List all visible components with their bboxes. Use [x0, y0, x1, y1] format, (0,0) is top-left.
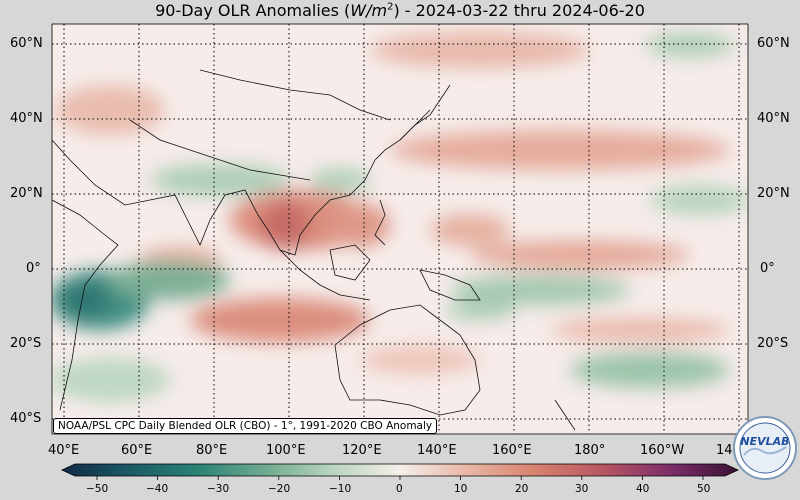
colorbar-tick-label: −50 [86, 483, 109, 495]
lat-label-left: 20°N [10, 186, 43, 201]
lat-label-right: 0° [760, 261, 775, 276]
lon-label: 40°E [48, 443, 80, 458]
plot-frame [51, 23, 749, 435]
nevlab-logo: NEVLAB [733, 416, 797, 480]
colorbar-tick-label: −20 [268, 483, 291, 495]
lon-label: 100°E [266, 443, 306, 458]
lon-label: 14 [716, 443, 733, 458]
lat-label-left: 20°S [10, 336, 42, 351]
colorbar-tick-label: 40 [636, 483, 650, 495]
lat-label-left: 0° [26, 261, 41, 276]
lat-label-right: 40°N [757, 111, 790, 126]
lon-label: 180° [574, 443, 606, 458]
lat-label-right: 20°S [757, 336, 789, 351]
colorbar-tick-label: −40 [146, 483, 169, 495]
colorbar [61, 463, 739, 480]
lon-label: 60°E [121, 443, 153, 458]
lat-label-left: 40°S [10, 411, 42, 426]
coastlines [52, 69, 576, 431]
colorbar-tick-label: 50 [697, 483, 711, 495]
lon-label: 160°W [640, 443, 685, 458]
lon-label: 80°E [196, 443, 228, 458]
lat-label-left: 40°N [10, 111, 43, 126]
colorbar-tick-label: 30 [575, 483, 589, 495]
colorbar-tick-label: 20 [515, 483, 529, 495]
logo-text: NEVLAB [740, 435, 789, 448]
colorbar-tick-label: −30 [207, 483, 230, 495]
map-title: 90-Day OLR Anomalies (W/m2) - 2024-03-22… [155, 1, 645, 20]
lon-label: 160°E [492, 443, 532, 458]
colorbar-tick-label: 0 [396, 483, 403, 495]
colorbar-tick-label: 10 [454, 483, 468, 495]
lat-label-right: 60°N [757, 36, 790, 51]
colorbar-tick-label: −10 [329, 483, 352, 495]
lat-label-left: 60°N [10, 36, 43, 51]
lat-label-right: 20°N [757, 186, 790, 201]
lon-label: 140°E [417, 443, 457, 458]
lon-label: 120°E [342, 443, 382, 458]
anomaly-field [52, 24, 748, 434]
data-credit: NOAA/PSL CPC Daily Blended OLR (CBO) - 1… [53, 418, 438, 434]
